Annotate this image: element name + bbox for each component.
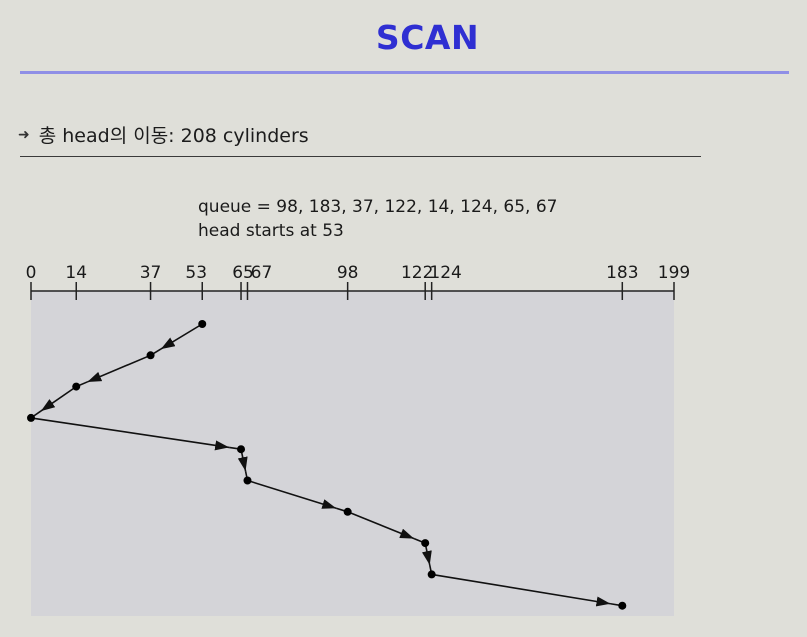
- movement-segment: [347, 511, 415, 540]
- summary-text: 총 head의 이동: 208 cylinders: [38, 125, 309, 147]
- tick-label: 65: [232, 263, 254, 283]
- tick-label: 183: [606, 263, 638, 283]
- head-movement-path: [27, 320, 627, 610]
- arrow-bullet-icon: ➜: [18, 126, 30, 143]
- page-title: SCAN: [375, 18, 480, 57]
- movement-segment: [86, 354, 151, 383]
- request-point: [72, 382, 81, 391]
- request-point: [198, 320, 207, 328]
- tick-label: 0: [26, 263, 37, 283]
- movement-segment: [160, 323, 203, 350]
- movement-segment: [30, 417, 230, 451]
- request-point: [146, 351, 155, 360]
- tick-label: 122: [401, 263, 433, 283]
- movement-segment: [431, 573, 611, 607]
- tick-label: 37: [140, 263, 162, 283]
- queue-line: queue = 98, 183, 37, 122, 14, 124, 65, 6…: [198, 197, 558, 217]
- request-point: [618, 601, 627, 610]
- plot-area: [31, 291, 674, 616]
- tick-label: 199: [658, 263, 690, 283]
- request-point: [421, 539, 430, 548]
- summary-bullet: ➜ 총 head의 이동: 208 cylinders: [18, 121, 309, 148]
- tick-label: 67: [251, 263, 273, 283]
- title-divider: [20, 71, 789, 74]
- bullet-divider: [20, 156, 701, 157]
- tick-label: 14: [65, 263, 87, 283]
- request-point: [427, 570, 436, 579]
- request-point: [243, 476, 252, 485]
- tick-label: 124: [429, 263, 461, 283]
- tick-label: 98: [337, 263, 359, 283]
- request-point: [237, 445, 246, 454]
- movement-segment: [247, 479, 337, 509]
- request-point: [27, 413, 35, 422]
- request-point: [343, 507, 352, 516]
- tick-label: 53: [185, 263, 207, 283]
- queue-info: queue = 98, 183, 37, 122, 14, 124, 65, 6…: [198, 195, 557, 243]
- movement-segment: [40, 385, 77, 412]
- head-start-line: head starts at 53: [198, 221, 344, 241]
